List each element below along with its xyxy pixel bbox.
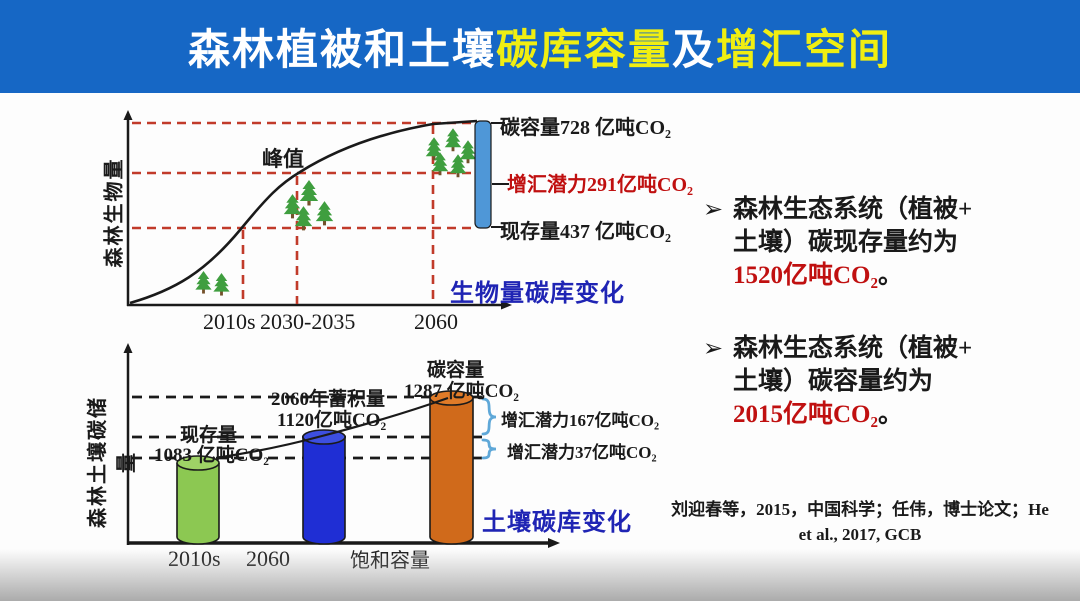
citation: 刘迎春等，2015，中国科学；任伟，博士论文；He et al., 2017, … <box>648 498 1072 547</box>
soil-chart-caption: 土壤碳库变化 <box>482 510 632 536</box>
soil-bar2-label: 2060年蓄积量 <box>271 389 386 410</box>
arrow-bullet-icon: ➢ <box>703 334 724 362</box>
title-segment-yellow-2: 增汇空间 <box>716 26 893 73</box>
key-points-panel: ➢ 森林生态系统（植被+ 土壤）碳现存量约为 1520亿吨CO₂。 ➢ 森林生态… <box>703 193 1073 471</box>
highlight-value: 1520亿吨CO₂ <box>733 262 878 289</box>
capacity-label: 碳容量728 亿吨CO₂ <box>500 117 671 139</box>
biomass-x-tick-2010s: 2010s <box>203 309 256 334</box>
soil-bar1-value: 1083 亿吨CO₂ <box>154 445 269 466</box>
peak-label: 峰值 <box>262 147 304 171</box>
highlight-value: 2015亿吨CO₂ <box>733 401 878 428</box>
soil-y-axis-label: 森林土壤碳储量 <box>87 396 138 528</box>
soil-bar3-value: 1287 亿吨CO₂ <box>404 381 519 402</box>
key-point-capacity: ➢ 森林生态系统（植被+ 土壤）碳容量约为 2015亿吨CO₂。 <box>703 332 1073 431</box>
page-title: 森林植被和土壤碳库容量及增汇空间 <box>188 16 892 77</box>
biomass-chart-caption: 生物量碳库变化 <box>450 281 625 307</box>
arrow-bullet-icon: ➢ <box>703 195 724 223</box>
soil-bar3-label: 碳容量 <box>427 360 485 381</box>
soil-bar2-value: 1120亿吨CO₂ <box>277 410 387 431</box>
biomass-y-axis-label: 森林生物量 <box>103 157 126 268</box>
title-segment-white-1: 森林植被和土壤 <box>187 26 496 73</box>
biomass-range-bar <box>474 120 509 229</box>
soil-x-tick-saturation: 饱和容量 <box>350 550 430 572</box>
soil-x-tick-2010s: 2010s <box>168 546 221 571</box>
biomass-chart-axes <box>123 110 512 310</box>
biomass-growth-curve <box>129 119 478 305</box>
sink-potential-braces <box>481 397 497 460</box>
soil-cylinder-2060 <box>302 429 346 545</box>
soil-cylinder-saturation <box>429 390 474 545</box>
key-point-text: 森林生态系统（植被+ 土壤）碳现存量约为 1520亿吨CO₂。 <box>733 196 973 289</box>
citation-line2: et al., 2017, GCB <box>798 524 922 544</box>
title-segment-yellow-1: 碳库容量 <box>495 26 672 73</box>
soil-cylinder-2010s <box>176 455 220 545</box>
soil-x-tick-2060: 2060 <box>246 546 290 571</box>
citation-line1: 刘迎春等，2015，中国科学；任伟，博士论文；He <box>671 500 1049 519</box>
soil-bar1-label: 现存量 <box>180 425 238 446</box>
title-bar: 森林植被和土壤碳库容量及增汇空间 <box>0 0 1080 93</box>
soil-potential-167-label: 增汇潜力167亿吨CO₂ <box>501 411 660 430</box>
sink-potential-label: 增汇潜力291亿吨CO₂ <box>507 174 693 196</box>
soil-growth-curve <box>215 396 449 460</box>
current-stock-label: 现存量437 亿吨CO₂ <box>500 221 671 243</box>
soil-potential-37-label: 增汇潜力37亿吨CO₂ <box>507 443 657 462</box>
biomass-x-tick-2060: 2060 <box>414 309 458 334</box>
biomass-x-tick-2030-2035: 2030-2035 <box>260 309 356 334</box>
key-point-current-stock: ➢ 森林生态系统（植被+ 土壤）碳现存量约为 1520亿吨CO₂。 <box>703 193 1073 292</box>
key-point-text: 森林生态系统（植被+ 土壤）碳容量约为 2015亿吨CO₂。 <box>733 335 973 428</box>
title-segment-white-2: 及 <box>672 26 717 73</box>
